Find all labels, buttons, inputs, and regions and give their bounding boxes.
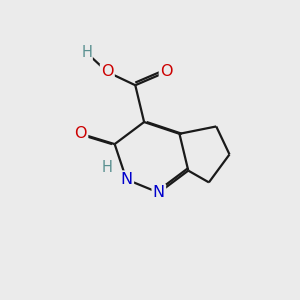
Text: H: H bbox=[102, 160, 113, 175]
Text: O: O bbox=[160, 64, 172, 80]
Text: N: N bbox=[153, 185, 165, 200]
Text: O: O bbox=[101, 64, 114, 80]
Text: N: N bbox=[120, 172, 133, 187]
Text: O: O bbox=[75, 126, 87, 141]
Text: H: H bbox=[81, 45, 92, 60]
